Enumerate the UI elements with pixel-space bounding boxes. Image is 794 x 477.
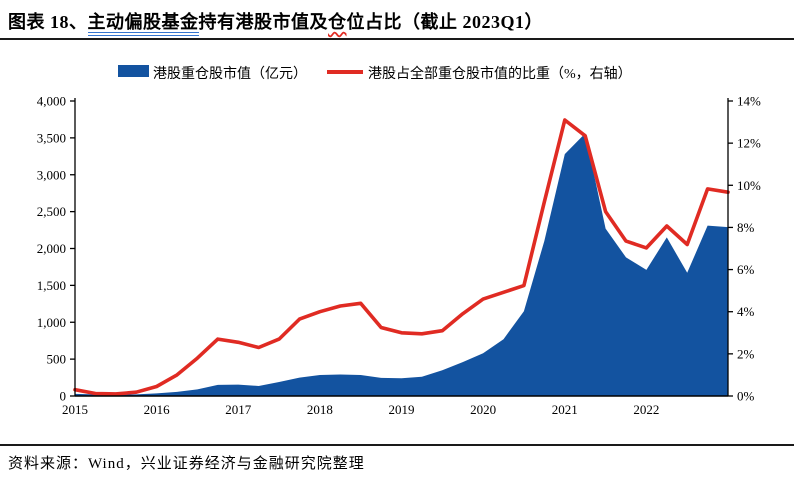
- y-axis-left-tick-label: 1,000: [37, 315, 66, 330]
- figure-title-squiggle-char: 仓: [328, 12, 347, 32]
- y-axis-left-tick-label: 3,500: [37, 130, 66, 145]
- figure-title: 图表 18、主动偏股基金持有港股市值及仓位占比（截止 2023Q1）: [8, 8, 788, 36]
- x-axis-year-label: 2021: [552, 402, 578, 417]
- y-axis-left-tick-label: 4,000: [37, 94, 66, 109]
- footer-divider: [0, 444, 794, 446]
- legend-line-label: 港股占全部重仓股市值的比重（%，右轴）: [368, 67, 632, 82]
- y-axis-right-tick-label: 14%: [737, 94, 761, 109]
- source-note: 资料来源：Wind，兴业证券经济与金融研究院整理: [8, 456, 365, 472]
- y-axis-right-tick-label: 10%: [737, 178, 761, 193]
- y-axis-right-tick-label: 8%: [737, 220, 755, 235]
- x-axis-year-label: 2019: [389, 402, 415, 417]
- x-axis-year-label: 2022: [633, 402, 659, 417]
- legend-line-swatch: [327, 70, 363, 74]
- y-axis-right-tick-label: 12%: [737, 136, 761, 151]
- x-axis-year-label: 2015: [62, 402, 88, 417]
- market-value-area-series: [75, 133, 728, 396]
- title-divider: [0, 38, 794, 40]
- x-axis-year-label: 2020: [470, 402, 496, 417]
- legend-area-swatch: [118, 65, 149, 77]
- figure-title-prefix: 图表 18、: [8, 12, 88, 32]
- y-axis-left-tick-label: 0: [60, 389, 67, 404]
- y-axis-right-tick-label: 2%: [737, 346, 755, 361]
- x-axis-year-label: 2016: [144, 402, 171, 417]
- y-axis-left-tick-label: 2,500: [37, 204, 66, 219]
- y-axis-left-tick-label: 500: [47, 352, 67, 367]
- y-axis-left-tick-label: 1,500: [37, 278, 66, 293]
- figure-title-suffix: 位占比（截止 2023Q1）: [346, 12, 544, 32]
- figure-title-mid: 持有港股市值及: [198, 12, 328, 32]
- y-axis-right-tick-label: 0%: [737, 389, 755, 404]
- y-axis-left-tick-label: 2,000: [37, 241, 66, 256]
- y-axis-right-tick-label: 6%: [737, 262, 755, 277]
- x-axis-year-label: 2018: [307, 402, 333, 417]
- y-axis-left-tick-label: 3,000: [37, 167, 66, 182]
- ratio-line-series: [73, 118, 730, 396]
- y-axis-right-tick-label: 4%: [737, 304, 755, 319]
- x-axis-year-label: 2017: [225, 402, 252, 417]
- figure-title-link-text: 主动偏股基金: [87, 12, 199, 36]
- legend-area-label: 港股重仓股市值（亿元）: [153, 67, 307, 82]
